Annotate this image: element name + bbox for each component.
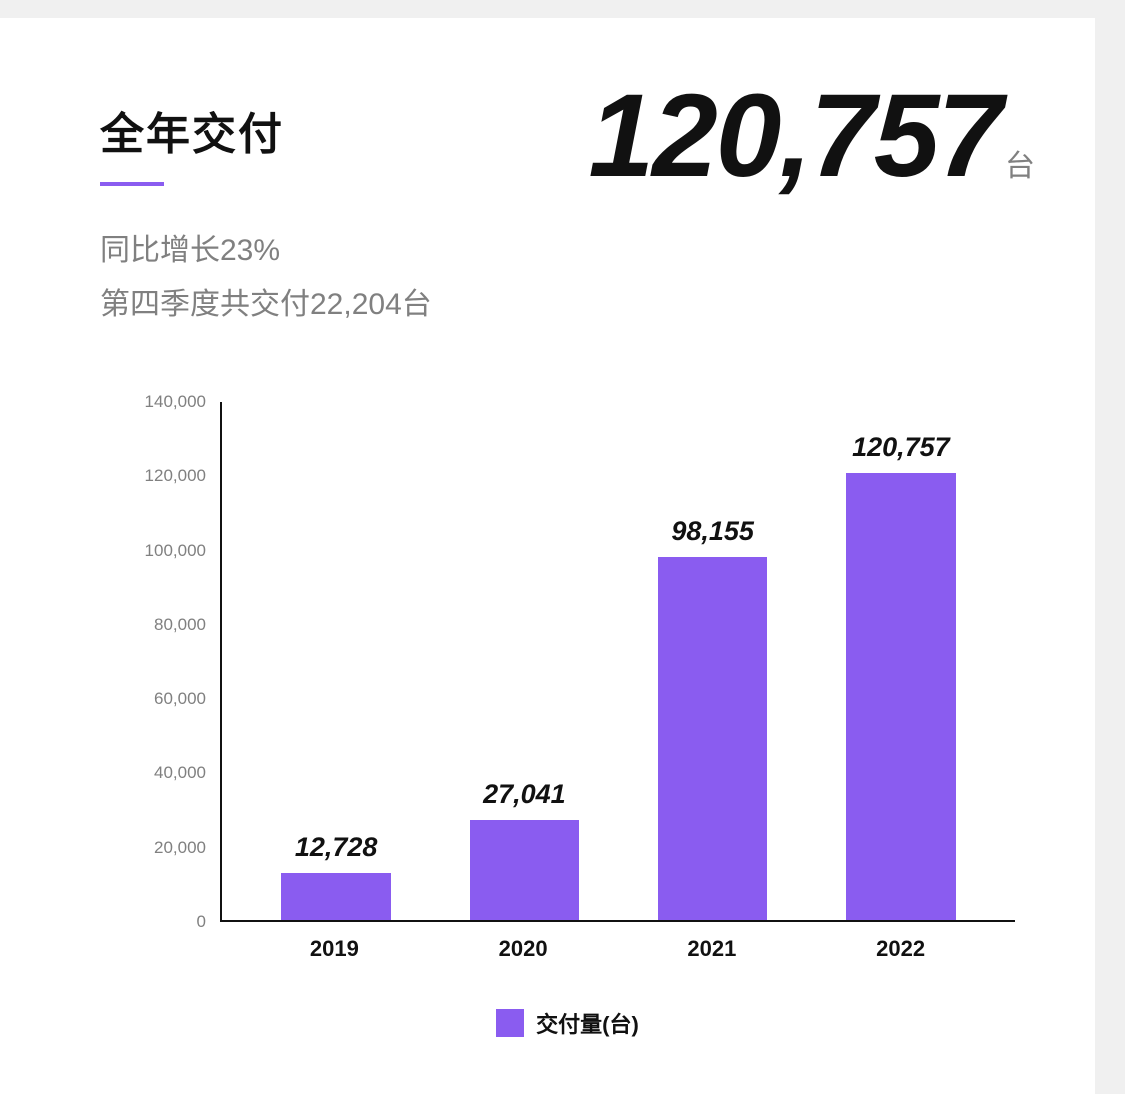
bar-column: 120,757 (818, 402, 984, 920)
bar (470, 820, 579, 920)
bar (846, 473, 955, 920)
subtitle-line-2: 第四季度共交付22,204台 (100, 278, 432, 332)
title-block: 全年交付 同比增长23% 第四季度共交付22,204台 (100, 98, 432, 332)
y-tick-label: 140,000 (145, 392, 206, 412)
y-tick-label: 120,000 (145, 466, 206, 486)
bar (281, 873, 390, 920)
card-title: 全年交付 (100, 98, 432, 162)
bar-column: 12,728 (253, 402, 419, 920)
header-block: 全年交付 同比增长23% 第四季度共交付22,204台 120,757 台 (100, 98, 1035, 332)
legend-swatch (496, 1009, 524, 1037)
x-tick-label: 2021 (629, 936, 795, 962)
y-axis: 020,00040,00060,00080,000100,000120,0001… (120, 402, 220, 922)
x-axis-labels: 2019 2020 2021 2022 (220, 922, 1015, 962)
bar-column: 27,041 (442, 402, 608, 920)
bar-value-label: 27,041 (483, 779, 566, 810)
title-underline (100, 182, 164, 186)
y-tick-label: 60,000 (154, 689, 206, 709)
stats-card: 全年交付 同比增长23% 第四季度共交付22,204台 120,757 台 02… (0, 18, 1095, 1094)
x-tick-label: 2020 (440, 936, 606, 962)
y-tick-label: 20,000 (154, 838, 206, 858)
chart-legend: 交付量(台) (120, 1007, 1015, 1039)
chart-plot-area: 020,00040,00060,00080,000100,000120,0001… (120, 402, 1015, 922)
bar (658, 557, 767, 920)
y-tick-label: 0 (197, 912, 206, 932)
headline-metric: 120,757 台 (588, 68, 1035, 204)
x-tick-label: 2022 (818, 936, 984, 962)
x-tick-label: 2019 (251, 936, 417, 962)
y-tick-label: 40,000 (154, 763, 206, 783)
delivery-bar-chart: 0 20,000 40,000 60,000 80,000 100,000 120,000 1… (120, 402, 1015, 1039)
headline-unit: 台 (1005, 141, 1035, 185)
bar-value-label: 98,155 (671, 516, 754, 547)
subtitle-line-1: 同比增长23% (100, 224, 432, 278)
subtitle: 同比增长23% 第四季度共交付22,204台 (100, 224, 432, 332)
bar-column: 98,155 (630, 402, 796, 920)
bar-value-label: 120,757 (852, 432, 950, 463)
y-tick-label: 100,000 (145, 541, 206, 561)
headline-number: 120,757 (588, 68, 1001, 204)
bar-value-label: 12,728 (295, 832, 378, 863)
legend-label: 交付量(台) (536, 1007, 639, 1039)
y-tick-label: 80,000 (154, 615, 206, 635)
plot-region: 12,728 27,041 98,155 120,757 (220, 402, 1015, 922)
